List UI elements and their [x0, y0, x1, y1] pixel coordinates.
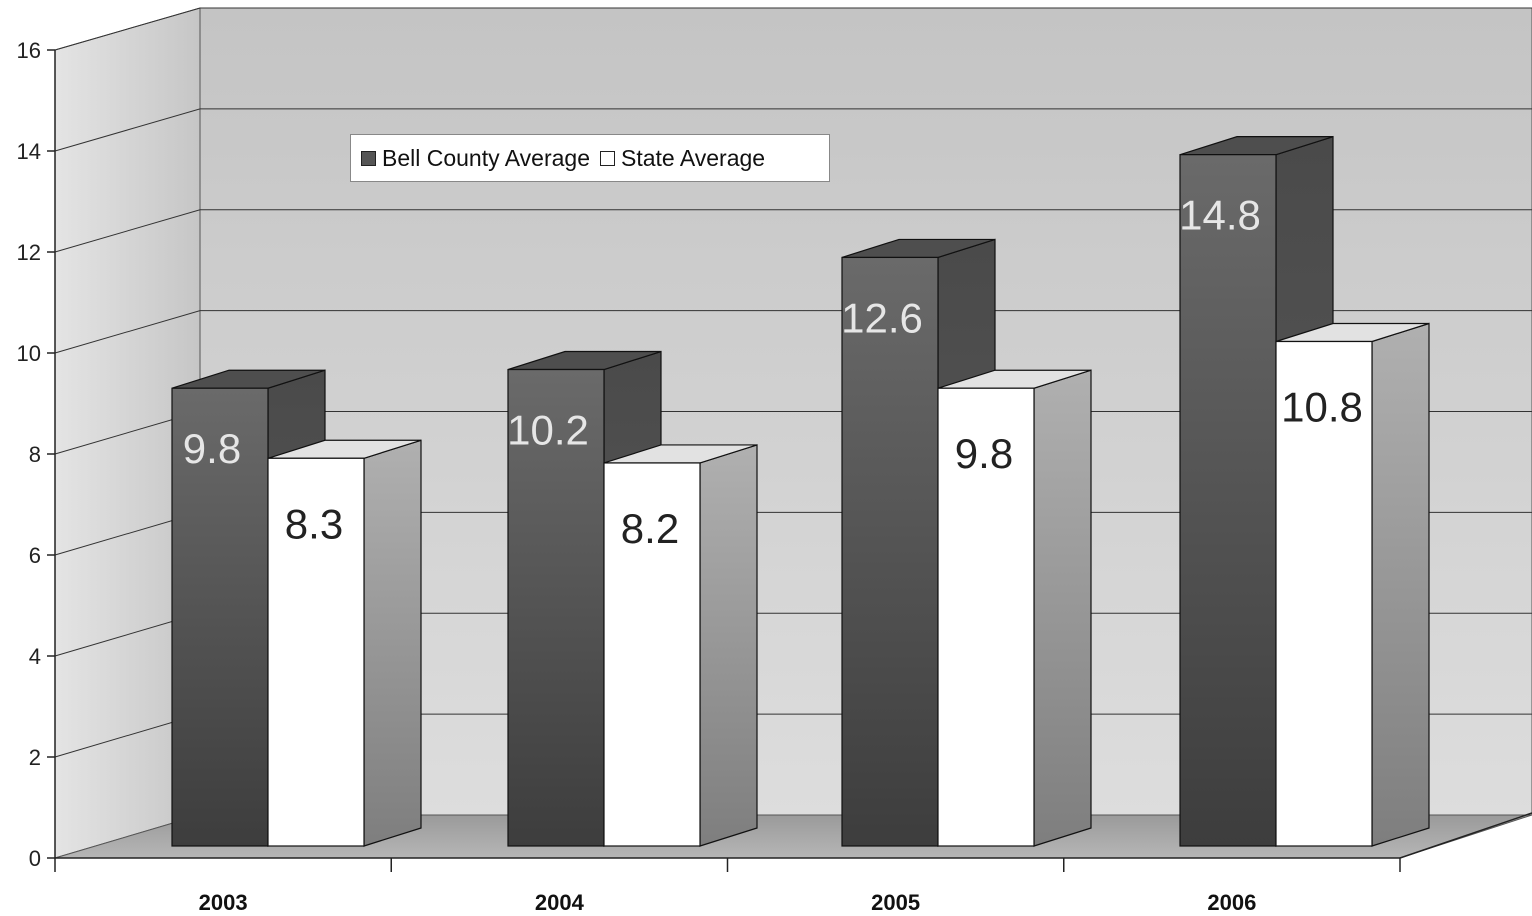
floor-edge-line — [1399, 812, 1532, 859]
gridline — [54, 7, 1532, 51]
bar-state-front — [267, 457, 365, 847]
y-tick-label: 6 — [29, 543, 41, 568]
bar-bell-county-front — [507, 368, 605, 847]
gridline — [54, 310, 1532, 354]
gridline — [54, 108, 1532, 152]
legend-item-bell-county: Bell County Average — [361, 145, 590, 172]
data-labels-group: 9.8 8.3 10.2 8.2 12.6 9.8 14.8 10.8 — [183, 192, 1363, 552]
legend-swatch-bell-county — [361, 150, 376, 166]
bar-state-front — [1275, 340, 1373, 847]
data-label-state: 8.2 — [621, 505, 679, 552]
axes-group: 0 2 4 6 8 10 12 14 16 2003 2004 2005 2006 — [17, 38, 1532, 915]
bar-state — [1275, 322, 1430, 847]
bar-state-side — [1033, 369, 1092, 847]
data-label-bell-county: 9.8 — [183, 425, 241, 472]
y-tick-label: 10 — [17, 341, 41, 366]
bar-bell-county-front — [171, 387, 269, 847]
data-label-state: 8.3 — [285, 500, 343, 547]
y-tick-label: 8 — [29, 442, 41, 467]
bar-bell-county-front — [1179, 154, 1277, 847]
data-label-state: 9.8 — [955, 430, 1013, 477]
y-tick-label: 12 — [17, 240, 41, 265]
x-tick-label: 2003 — [199, 890, 248, 915]
y-tick-label: 4 — [29, 644, 41, 669]
bar-state — [937, 369, 1092, 847]
bar-state — [267, 439, 422, 847]
y-tick-label: 0 — [29, 846, 41, 871]
bar-bell-county-front — [841, 256, 939, 847]
y-tick-label: 14 — [17, 139, 41, 164]
x-tick-label: 2004 — [535, 890, 585, 915]
bar-state-side — [699, 444, 758, 847]
y-tick-label: 16 — [17, 38, 41, 63]
y-tick-label: 2 — [29, 745, 41, 770]
gridline — [54, 209, 1532, 253]
bar-state-front — [603, 462, 701, 847]
bar-state-front — [937, 387, 1035, 847]
data-label-bell-county: 14.8 — [1179, 192, 1261, 239]
data-label-bell-county: 10.2 — [507, 407, 589, 454]
data-label-state: 10.8 — [1281, 384, 1363, 431]
legend-swatch-state — [600, 150, 615, 166]
legend-item-state: State Average — [600, 145, 765, 172]
x-tick-label: 2006 — [1207, 890, 1256, 915]
x-tick-label: 2005 — [871, 890, 920, 915]
legend: Bell County Average State Average — [350, 134, 830, 182]
legend-label-bell-county: Bell County Average — [382, 144, 590, 171]
bar-state-side — [1371, 322, 1430, 847]
data-label-bell-county: 12.6 — [841, 294, 923, 341]
bars-group — [171, 135, 1430, 847]
legend-label-state: State Average — [621, 144, 766, 171]
bar-state — [603, 444, 758, 847]
bar-state-side — [363, 439, 422, 847]
